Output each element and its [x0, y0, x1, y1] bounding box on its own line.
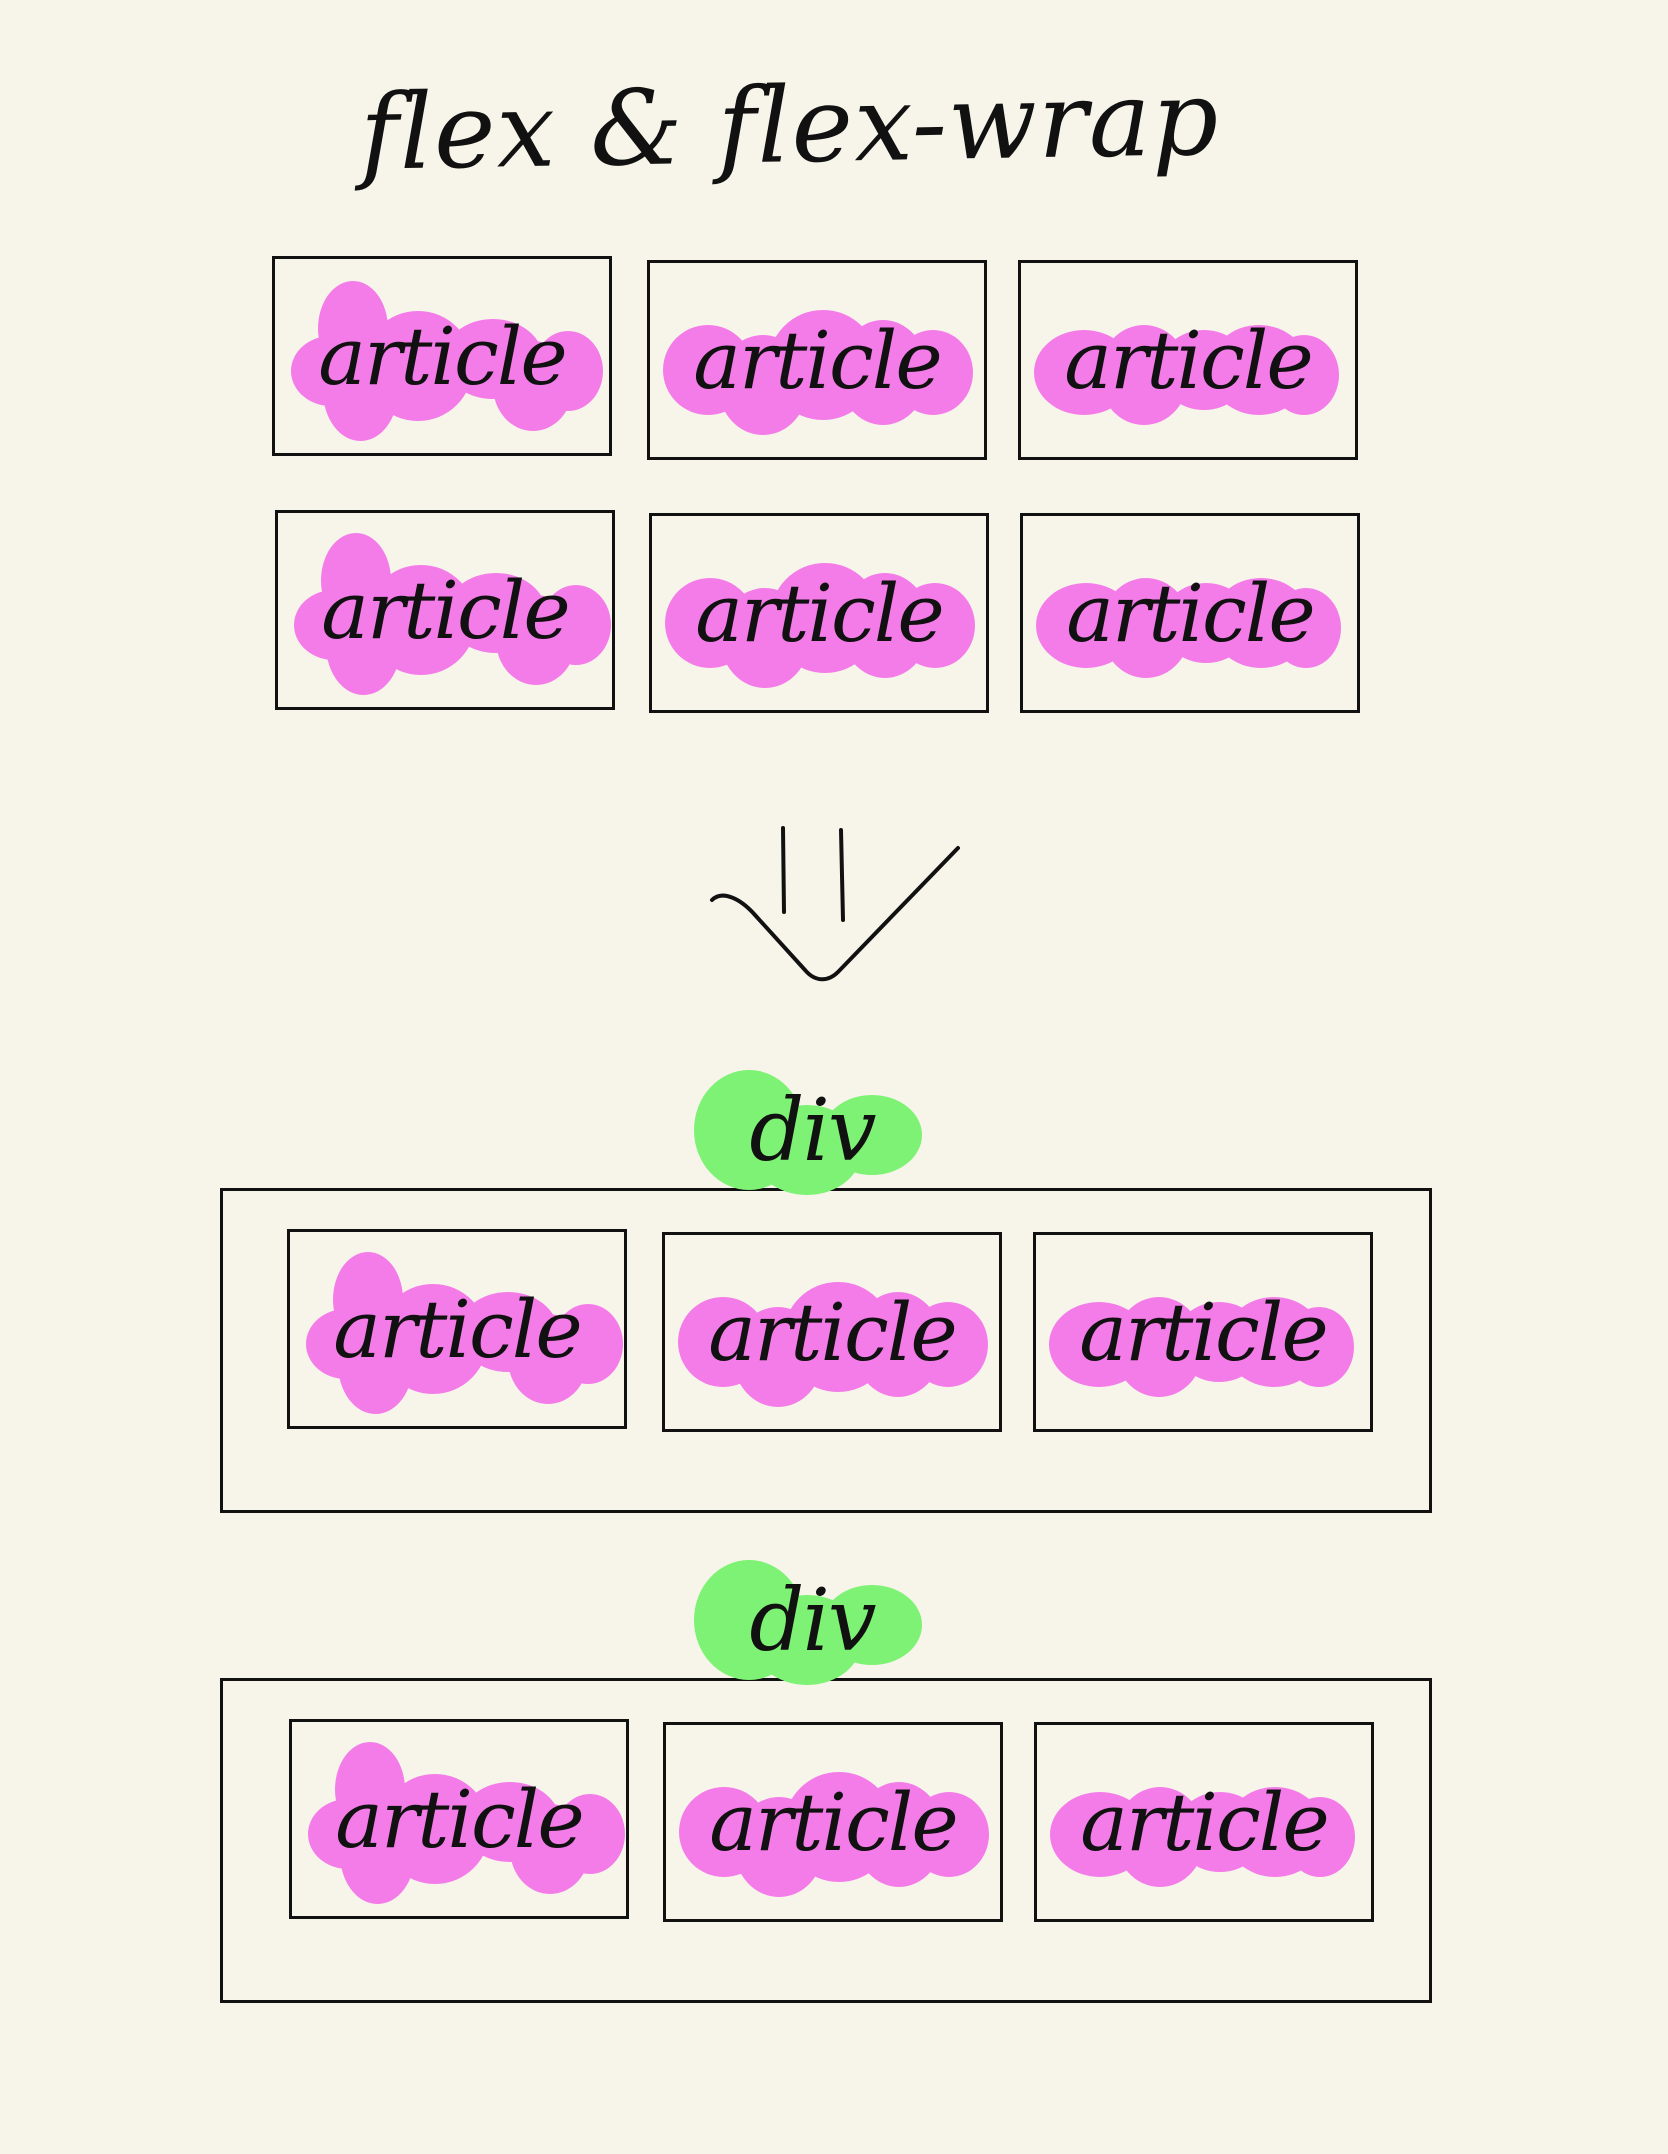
article-box: article	[649, 513, 989, 713]
article-box: article	[289, 1719, 629, 1919]
article-label: article	[321, 563, 570, 657]
article-box: article	[663, 1722, 1003, 1922]
flex-container-div: article article article	[220, 1188, 1432, 1513]
div-label: div	[749, 1081, 876, 1181]
article-label: article	[693, 313, 942, 407]
article-label: article	[1064, 313, 1313, 407]
article-label: article	[1080, 1775, 1329, 1869]
article-box: article	[287, 1229, 627, 1429]
article-box: article	[1034, 1722, 1374, 1922]
article-box: article	[272, 256, 612, 456]
down-arrow-icon	[710, 826, 960, 982]
article-box: article	[1033, 1232, 1373, 1432]
div-label: div	[749, 1571, 876, 1671]
article-box: article	[1018, 260, 1358, 460]
article-label: article	[1066, 566, 1315, 660]
article-box: article	[275, 510, 615, 710]
article-label: article	[335, 1772, 584, 1866]
article-label: article	[318, 309, 567, 403]
article-box: article	[662, 1232, 1002, 1432]
article-box: article	[1020, 513, 1360, 713]
article-label: article	[709, 1775, 958, 1869]
div-tag: div	[692, 1050, 932, 1200]
diagram-title: flex & flex-wrap	[359, 56, 1221, 194]
article-label: article	[708, 1285, 957, 1379]
article-label: article	[333, 1282, 582, 1376]
article-label: article	[1079, 1285, 1328, 1379]
article-label: article	[695, 566, 944, 660]
flex-container-div: article article article	[220, 1678, 1432, 2003]
article-box: article	[647, 260, 987, 460]
div-tag: div	[692, 1540, 932, 1690]
